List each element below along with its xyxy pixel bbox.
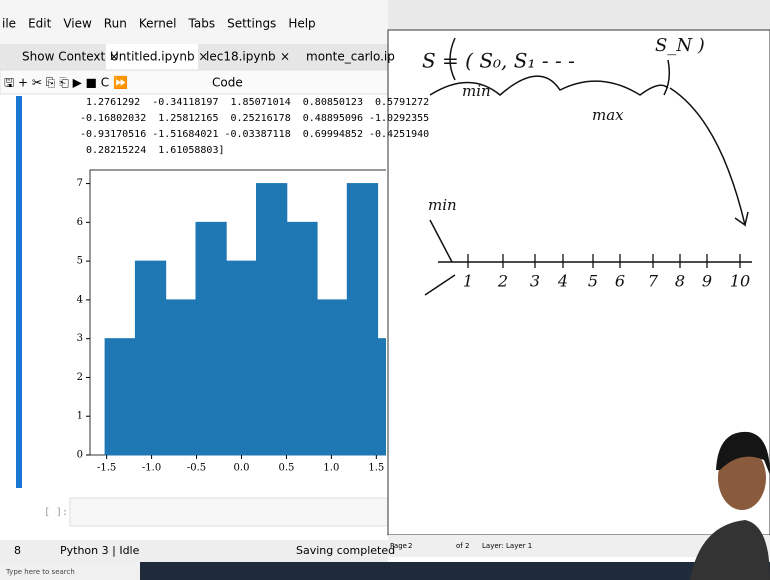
- number-label: 2: [497, 272, 508, 291]
- handwriting: max: [592, 106, 624, 124]
- whiteboard-footer-text: Page: [390, 542, 407, 550]
- empty-cell: [70, 498, 388, 526]
- save-status: Saving completed: [296, 544, 395, 557]
- x-tick-label: 0.5: [278, 463, 294, 474]
- y-tick-label: 6: [77, 217, 83, 228]
- output-line: 1.2761292 -0.34118197 1.85071014 0.80850…: [80, 97, 429, 108]
- handwriting: S_N ): [655, 35, 705, 56]
- x-tick-label: -1.5: [97, 463, 116, 474]
- whiteboard-footer-text: 2: [408, 542, 412, 550]
- handwriting: S = ( S₀, S₁ - - -: [422, 49, 575, 73]
- x-tick-label: 1.5: [368, 463, 384, 474]
- tab[interactable]: monte_carlo.ip: [306, 50, 395, 64]
- menu-item[interactable]: Run: [104, 17, 127, 31]
- cell-count: 8: [14, 544, 21, 557]
- number-label: 5: [588, 272, 598, 291]
- menu-item[interactable]: Settings: [227, 17, 276, 31]
- bar: [196, 222, 226, 455]
- output-line: 0.28215224 1.61058803]: [80, 145, 225, 156]
- output-line: -0.16802032 1.25812165 0.25216178 0.4889…: [80, 113, 429, 124]
- screen: [ ]: Code 🖫 + ✂ ⎘ ⎗ ▶ ■ C ⏩ Type here to…: [0, 0, 770, 580]
- bar: [257, 184, 287, 455]
- whiteboard-footer-text: Layer 1: [506, 542, 532, 550]
- tab[interactable]: Untitled.ipynb ×: [110, 50, 208, 64]
- y-tick-label: 7: [77, 178, 83, 189]
- menu-item[interactable]: Help: [288, 17, 315, 31]
- bar: [347, 184, 377, 455]
- whiteboard-toolbar: [388, 0, 770, 30]
- y-tick-label: 1: [77, 411, 83, 422]
- bar: [135, 261, 165, 455]
- page: [ ]: Code 🖫 + ✂ ⎘ ⎗ ▶ ■ C ⏩ Type here to…: [0, 0, 770, 580]
- menu-item[interactable]: Edit: [28, 17, 52, 31]
- menu-item[interactable]: Kernel: [139, 17, 177, 31]
- x-tick-label: 0.0: [234, 463, 250, 474]
- menu-item[interactable]: ile: [2, 17, 16, 31]
- bar: [287, 222, 317, 455]
- y-tick-label: 3: [77, 333, 83, 344]
- bar: [105, 339, 135, 455]
- y-tick-label: 2: [77, 372, 83, 383]
- number-label: 9: [702, 272, 712, 291]
- toolbar-icons[interactable]: 🖫 + ✂ ⎘ ⎗ ▶ ■ C ⏩: [4, 76, 128, 90]
- cell-type[interactable]: Code: [212, 76, 243, 90]
- number-label: 3: [530, 272, 540, 291]
- number-label: 4: [557, 272, 568, 291]
- output-line: -0.93170516 -1.51684021 -0.03387118 0.69…: [80, 129, 429, 140]
- x-tick-label: -1.0: [142, 463, 161, 474]
- bar: [317, 300, 347, 455]
- menu-item[interactable]: View: [63, 17, 92, 31]
- whiteboard-footer-text: Layer:: [482, 542, 504, 550]
- y-tick-label: 4: [77, 294, 83, 305]
- x-tick-label: -0.5: [187, 463, 206, 474]
- handwriting: min: [462, 82, 491, 100]
- whiteboard: [388, 30, 770, 535]
- menu-item[interactable]: Tabs: [188, 17, 216, 31]
- number-label: 7: [648, 272, 659, 291]
- cell-marker: [16, 96, 22, 488]
- y-tick-label: 0: [77, 450, 83, 461]
- number-label: 6: [615, 272, 625, 291]
- handwriting: min: [428, 196, 457, 214]
- histogram: 0 1 2 3 4 5 6 7 -1.5 -1.0 -0.5 0.0 0.5 1.0 1.5: [77, 170, 423, 474]
- bar: [166, 300, 196, 455]
- number-label: 1: [463, 272, 473, 291]
- tab[interactable]: lec18.ipynb: [206, 50, 276, 64]
- search-text[interactable]: Type here to search: [5, 568, 75, 576]
- y-tick-label: 5: [77, 256, 83, 267]
- cell-prompt: [ ]:: [44, 507, 68, 518]
- bar: [226, 261, 256, 455]
- tab[interactable]: Show Context ×: [22, 50, 119, 64]
- whiteboard-footer-text: of 2: [456, 542, 469, 550]
- tab[interactable]: ×: [280, 50, 290, 64]
- number-label: 10: [730, 272, 750, 291]
- kernel-status: Python 3 | Idle: [60, 544, 140, 557]
- x-tick-label: 1.0: [323, 463, 339, 474]
- number-label: 8: [675, 272, 685, 291]
